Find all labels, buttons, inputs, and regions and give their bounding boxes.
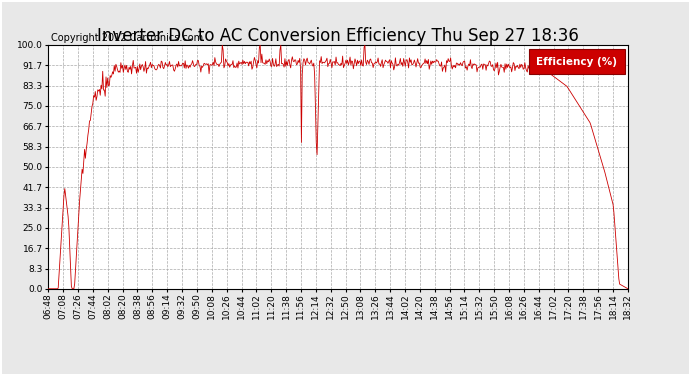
Title: Inverter DC to AC Conversion Efficiency Thu Sep 27 18:36: Inverter DC to AC Conversion Efficiency … — [97, 27, 579, 45]
Text: Efficiency (%): Efficiency (%) — [536, 57, 618, 67]
Text: Copyright 2012 Cartronics.com: Copyright 2012 Cartronics.com — [51, 33, 204, 43]
FancyBboxPatch shape — [529, 49, 625, 74]
